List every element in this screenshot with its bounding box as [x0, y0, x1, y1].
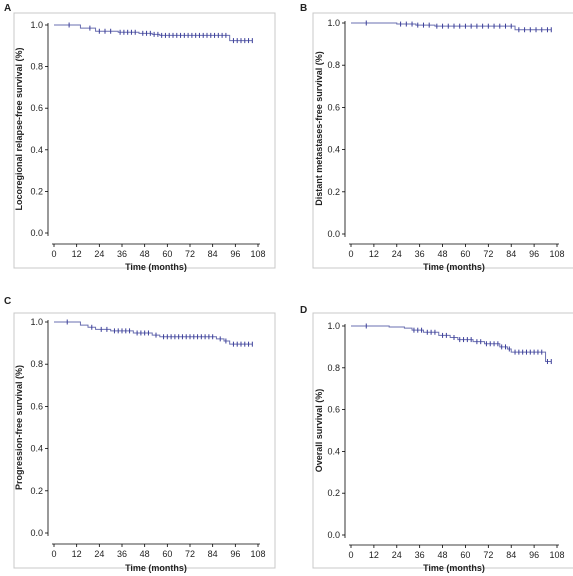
y-tick-label: 0.0 [327, 530, 340, 540]
panel-b: B 0.0 0.2 0.4 0.6 0.8 1.0 0 12 24 36 48 60 72 84 96 108 T… [300, 3, 573, 272]
x-tick-label: 12 [369, 249, 379, 259]
x-tick-label: 72 [185, 549, 195, 559]
y-tick-label: 0.6 [30, 401, 43, 411]
y-tick-label: 0.8 [30, 359, 43, 369]
y-tick-label: 0.8 [327, 363, 340, 373]
x-tick-label: 96 [230, 549, 240, 559]
x-tick-label: 84 [506, 249, 516, 259]
y-tick-label: 0.4 [327, 446, 340, 456]
x-axis-label: Time (months) [423, 262, 485, 272]
x-tick-label: 24 [392, 550, 402, 560]
x-tick-label: 0 [51, 249, 56, 259]
x-tick-label: 24 [94, 549, 104, 559]
y-tick-label: 0.4 [30, 145, 43, 155]
x-tick-label: 108 [250, 549, 265, 559]
x-tick-label: 12 [72, 549, 82, 559]
x-tick-label: 96 [529, 550, 539, 560]
x-tick-label: 12 [369, 550, 379, 560]
x-axis-label: Time (months) [423, 563, 485, 573]
panel-frame [13, 12, 276, 269]
y-axis-label: Progression-free survival (%) [14, 365, 24, 490]
y-tick-label: 0.6 [327, 102, 340, 112]
x-tick-label: 48 [438, 249, 448, 259]
x-tick-label: 84 [506, 550, 516, 560]
x-tick-label: 108 [250, 249, 265, 259]
survival-curve [351, 22, 552, 31]
y-tick-label: 0.2 [327, 187, 340, 197]
y-tick-label: 1.0 [30, 20, 43, 30]
x-tick-label: 0 [348, 249, 353, 259]
x-tick-label: 72 [483, 550, 493, 560]
x-tick-label: 96 [529, 249, 539, 259]
x-tick-label: 108 [549, 550, 564, 560]
panel-frame [312, 312, 573, 569]
y-tick-label: 0.8 [327, 60, 340, 70]
x-tick-label: 60 [460, 550, 470, 560]
x-tick-label: 36 [415, 550, 425, 560]
x-tick-label: 72 [483, 249, 493, 259]
panel-c: C 0.0 0.2 0.4 0.6 0.8 1.0 0 12 24 36 48 60 72 84 96 108 T… [4, 296, 276, 573]
y-axis-label: Locoregional relapse-free survival (%) [14, 47, 24, 210]
x-tick-label: 60 [162, 249, 172, 259]
x-tick-label: 60 [460, 249, 470, 259]
x-tick-label: 0 [51, 549, 56, 559]
panel-frame [13, 312, 276, 569]
y-tick-label: 0.6 [327, 405, 340, 415]
x-tick-label: 84 [208, 249, 218, 259]
y-tick-label: 0.0 [30, 528, 43, 538]
panel-letter: C [4, 296, 11, 307]
y-tick-label: 0.2 [30, 186, 43, 196]
x-tick-label: 60 [162, 549, 172, 559]
panel-letter: A [4, 3, 11, 14]
panel-letter: D [300, 305, 307, 316]
y-axis-label: Overall survival (%) [314, 389, 324, 473]
y-tick-label: 1.0 [30, 317, 43, 327]
y-axis-label: Distant metastases-free survival (%) [314, 51, 324, 206]
y-tick-label: 0.4 [30, 444, 43, 454]
x-tick-label: 72 [185, 249, 195, 259]
x-axis-label: Time (months) [125, 262, 187, 272]
y-tick-label: 0.0 [30, 228, 43, 238]
x-tick-label: 48 [140, 249, 150, 259]
x-tick-label: 48 [438, 550, 448, 560]
x-tick-label: 48 [140, 549, 150, 559]
x-tick-label: 84 [208, 549, 218, 559]
x-axis-label: Time (months) [125, 563, 187, 573]
panel-a: A 0.0 0.2 0.4 0.6 0.8 1.0 0 12 24 36 48 60 72 84 96 108 T… [4, 3, 276, 272]
x-tick-label: 24 [392, 249, 402, 259]
y-tick-label: 1.0 [327, 18, 340, 28]
y-tick-label: 0.6 [30, 103, 43, 113]
x-tick-label: 36 [415, 249, 425, 259]
panel-letter: B [300, 3, 307, 14]
y-tick-label: 0.0 [327, 229, 340, 239]
x-tick-label: 0 [348, 550, 353, 560]
panel-d: D 0.0 0.2 0.4 0.6 0.8 1.0 0 12 24 36 48 60 72 84 96 108 T… [300, 305, 573, 573]
y-tick-label: 0.2 [30, 486, 43, 496]
survival-curve [54, 24, 253, 42]
y-tick-label: 0.2 [327, 488, 340, 498]
y-tick-label: 1.0 [327, 321, 340, 331]
y-tick-label: 0.4 [327, 145, 340, 155]
x-tick-label: 12 [72, 249, 82, 259]
panel-frame [312, 12, 573, 269]
x-tick-label: 36 [117, 249, 127, 259]
x-tick-label: 24 [94, 249, 104, 259]
x-tick-label: 36 [117, 549, 127, 559]
x-tick-label: 108 [549, 249, 564, 259]
survival-curve [351, 325, 552, 363]
y-tick-label: 0.8 [30, 62, 43, 72]
x-tick-label: 96 [230, 249, 240, 259]
survival-curve [54, 321, 253, 345]
